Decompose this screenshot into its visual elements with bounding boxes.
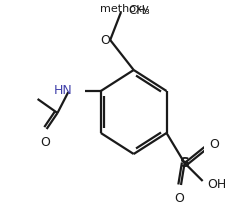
Text: S: S (179, 156, 189, 170)
Text: O: O (208, 138, 218, 150)
Text: OH: OH (206, 178, 225, 191)
Text: O: O (100, 35, 110, 48)
Text: CH₃: CH₃ (128, 5, 149, 18)
Text: O: O (173, 192, 183, 205)
Text: HN: HN (54, 85, 72, 97)
Text: O: O (40, 136, 50, 149)
Text: methoxy: methoxy (100, 4, 148, 14)
